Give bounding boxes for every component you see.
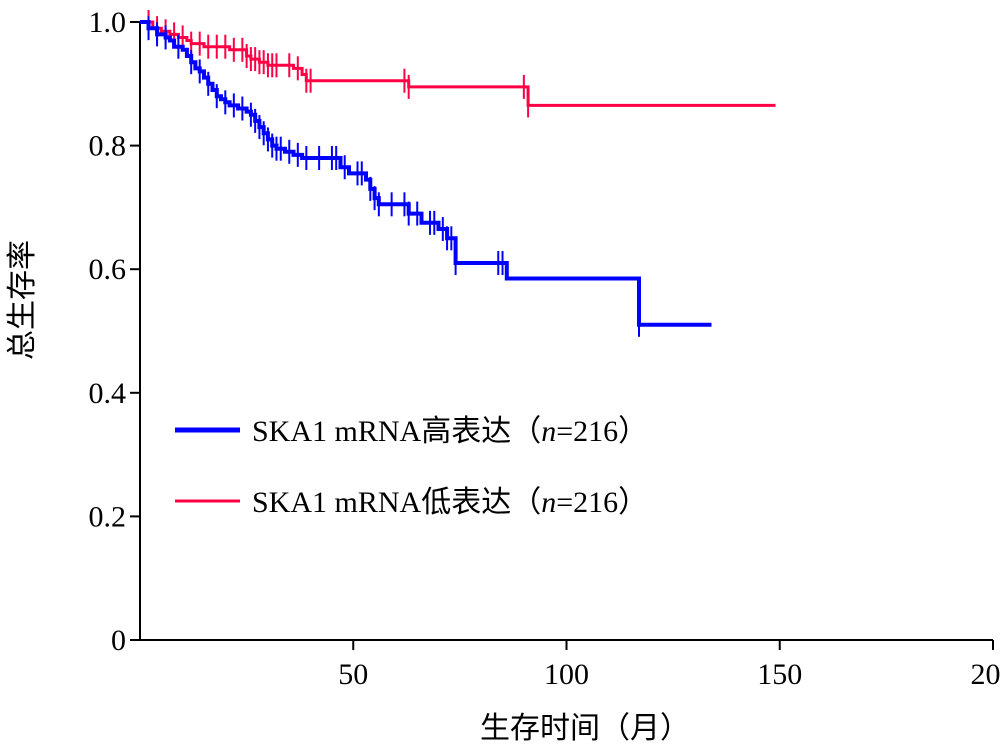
y-tick-label: 0.8 (89, 130, 127, 163)
x-tick-label: 50 (338, 658, 368, 691)
legend-label-low-n: n (541, 486, 556, 519)
legend-label-high: SKA1 mRNA高表达（n=216） (252, 415, 648, 448)
x-tick-label: 100 (544, 658, 589, 691)
legend: SKA1 mRNA高表达（n=216） SKA1 mRNA低表达（n=216） (175, 415, 648, 519)
x-tick-label: 150 (757, 658, 802, 691)
legend-label-high-text: SKA1 mRNA高表达（ (252, 415, 541, 448)
survival-curve-low (140, 20, 776, 107)
y-axis-title: 总生存率 (6, 240, 39, 360)
x-axis-ticks: 50 100 150 200 (338, 640, 1000, 691)
series-low (140, 10, 776, 118)
axes (139, 22, 993, 641)
legend-label-low-text: SKA1 mRNA低表达（ (252, 486, 541, 519)
y-tick-label: 0.4 (89, 377, 127, 410)
x-tick-label: 200 (971, 658, 1000, 691)
legend-label-high-count: =216） (556, 415, 648, 448)
series-high (140, 16, 712, 337)
y-tick-label: 1.0 (89, 6, 127, 39)
survival-curve-high (140, 20, 712, 327)
legend-label-low-count: =216） (556, 486, 648, 519)
legend-label-low: SKA1 mRNA低表达（n=216） (252, 486, 648, 519)
y-tick-label: 0.6 (89, 253, 127, 286)
series-layer (140, 10, 776, 337)
legend-label-high-n: n (541, 415, 556, 448)
y-tick-label: 0.2 (89, 500, 127, 533)
y-axis-ticks: 0 0.2 0.4 0.6 0.8 1.0 (89, 6, 140, 657)
x-axis-title: 生存时间（月） (480, 712, 690, 745)
y-tick-label: 0 (111, 624, 126, 657)
